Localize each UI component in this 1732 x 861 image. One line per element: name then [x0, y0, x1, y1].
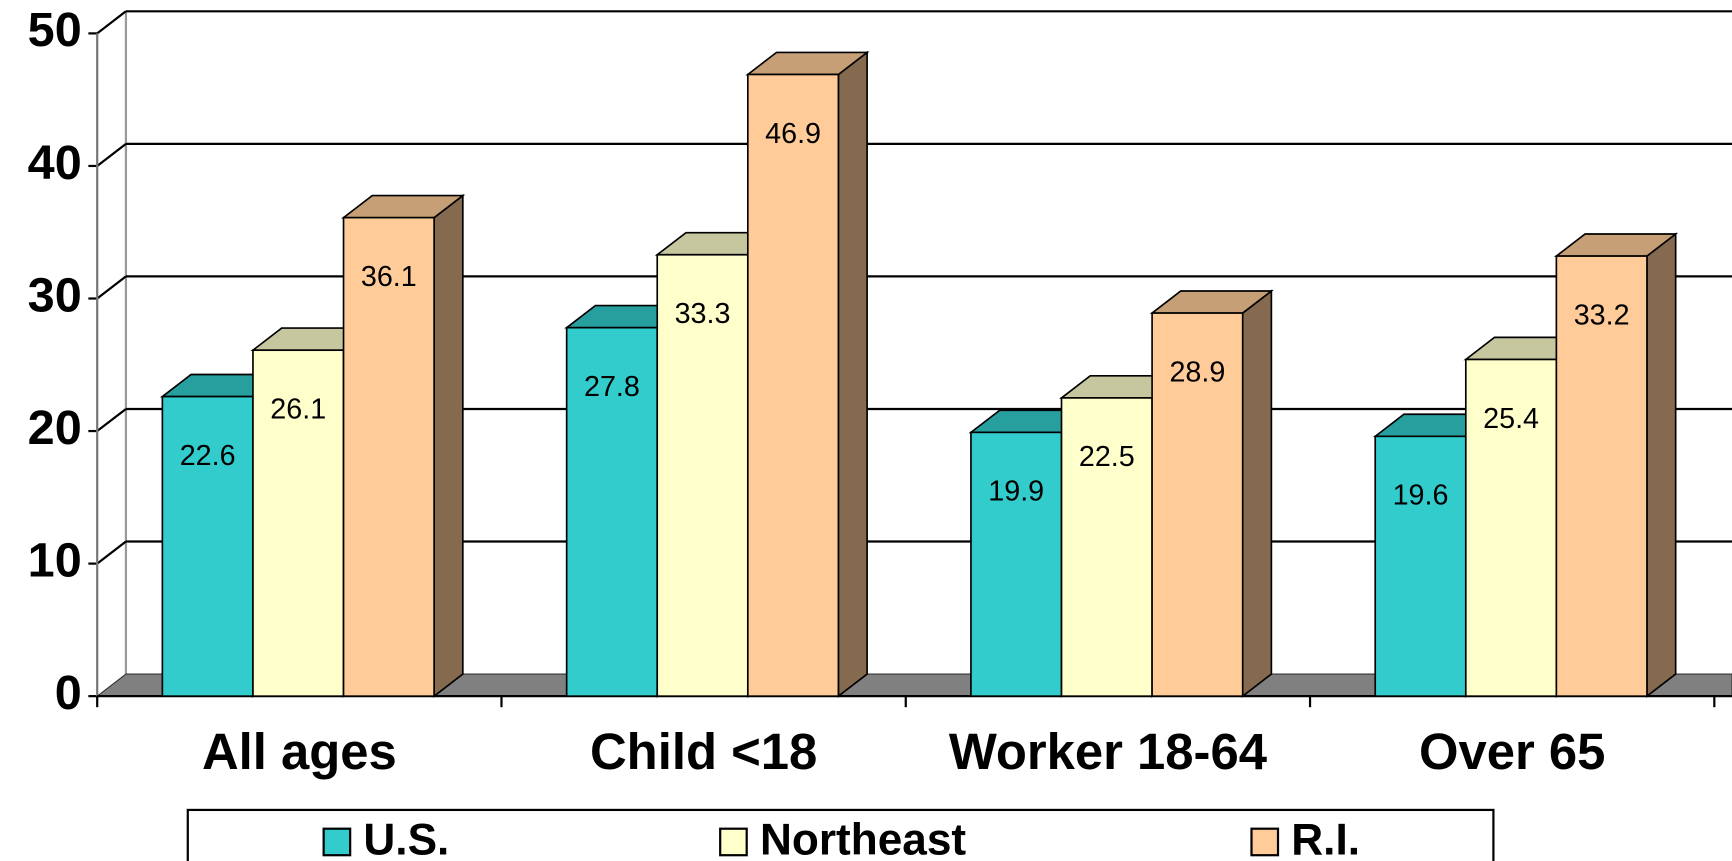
data-label: 28.9 — [1169, 356, 1225, 388]
bar — [970, 431, 1063, 697]
y-tick-label: 40 — [28, 136, 82, 190]
grid-line-side — [96, 275, 127, 300]
data-label: 22.5 — [1079, 441, 1135, 473]
data-label: 22.6 — [180, 440, 236, 472]
bar — [1060, 397, 1153, 697]
grid-line-side — [96, 540, 127, 565]
data-label: 27.8 — [584, 371, 640, 403]
bar — [656, 253, 749, 697]
data-label: 33.3 — [675, 298, 731, 330]
bar — [565, 326, 659, 697]
x-tick-label: Worker 18-64 — [949, 723, 1267, 780]
bar — [1374, 435, 1467, 697]
bar — [1464, 358, 1558, 697]
bar — [1151, 312, 1244, 697]
legend-swatch — [322, 827, 352, 857]
data-label: 33.2 — [1574, 299, 1630, 331]
data-label: 25.4 — [1483, 403, 1539, 435]
data-label: 46.9 — [765, 118, 821, 150]
bar — [746, 73, 840, 697]
y-tick-label: 0 — [55, 666, 82, 720]
legend-label: Northeast — [760, 816, 966, 861]
y-tick-label: 50 — [28, 3, 82, 57]
data-label: 19.6 — [1393, 480, 1449, 512]
grid-line-side — [96, 408, 127, 432]
bar — [1555, 255, 1648, 697]
bar — [342, 216, 435, 697]
x-tick-label: Over 65 — [1419, 723, 1605, 780]
bar-side — [433, 193, 464, 698]
bar-side — [1241, 289, 1273, 698]
legend-label: R.I. — [1291, 816, 1360, 861]
bar-side — [1646, 232, 1677, 698]
bar — [161, 395, 254, 697]
grid-line-side — [96, 10, 127, 35]
bar — [252, 349, 345, 697]
y-tick-label: 20 — [28, 401, 82, 455]
x-tick-label: Child <18 — [590, 723, 817, 780]
data-label: 19.9 — [988, 476, 1044, 508]
legend-swatch — [1250, 827, 1280, 857]
x-tick-label: All ages — [202, 723, 397, 780]
grid-line-side — [96, 142, 127, 167]
legend-label: U.S. — [363, 816, 449, 861]
y-tick-label: 30 — [28, 268, 82, 322]
bar-side — [837, 50, 868, 698]
y-tick-label: 10 — [28, 533, 82, 587]
legend-swatch — [719, 827, 748, 857]
data-label: 36.1 — [361, 261, 417, 293]
data-label: 26.1 — [270, 394, 326, 426]
